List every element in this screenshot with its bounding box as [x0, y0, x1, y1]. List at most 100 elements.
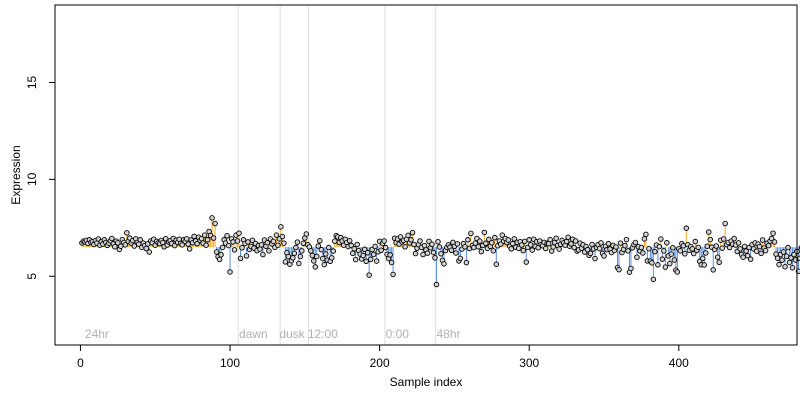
- data-point: [372, 243, 378, 250]
- data-point: [571, 244, 577, 251]
- data-point: [656, 243, 663, 250]
- data-point: [299, 248, 305, 254]
- data-point: [131, 243, 138, 249]
- data-point: [668, 251, 675, 257]
- data-point: [628, 265, 634, 272]
- data-point: [689, 246, 696, 252]
- data-point: [354, 241, 360, 248]
- data-point: [213, 249, 220, 255]
- data-point: [294, 239, 301, 245]
- data-point: [695, 244, 702, 251]
- phase-labels: 24hr dawn dusk 12:00 0:00 48hr: [85, 327, 461, 341]
- data-point: [542, 245, 549, 252]
- data-point: [671, 257, 678, 263]
- x-tick-label: 100: [220, 356, 240, 370]
- data-point: [429, 241, 435, 248]
- data-point: [364, 250, 371, 256]
- data-point: [520, 247, 526, 254]
- data-point: [352, 256, 359, 263]
- data-point: [478, 248, 485, 255]
- data-point: [702, 250, 709, 256]
- data-point: [788, 255, 794, 261]
- x-tick-label: 200: [370, 356, 390, 370]
- data-point: [348, 242, 354, 249]
- data-point: [462, 244, 468, 250]
- data-point: [616, 266, 622, 273]
- data-point: [381, 238, 387, 244]
- data-point: [266, 248, 272, 254]
- data-point: [441, 261, 447, 267]
- data-point: [471, 244, 477, 251]
- data-point: [179, 242, 185, 248]
- data-point: [475, 244, 482, 250]
- data-point: [285, 253, 292, 260]
- data-point: [231, 247, 238, 253]
- data-point: [680, 243, 687, 249]
- data-point: [710, 267, 716, 273]
- data-point: [768, 235, 775, 242]
- data-point: [511, 236, 518, 242]
- data-point: [137, 237, 144, 243]
- data-point: [351, 245, 357, 252]
- data-point: [613, 244, 619, 250]
- data-point: [457, 255, 464, 262]
- data-point: [239, 244, 245, 251]
- data-point: [623, 236, 630, 243]
- data-point: [667, 260, 673, 267]
- data-point: [260, 251, 266, 258]
- data-point: [249, 237, 256, 243]
- phase-label: dawn: [239, 327, 268, 341]
- data-point: [505, 237, 512, 243]
- x-axis: 0 100 200 300 400: [77, 344, 689, 370]
- data-point: [779, 257, 785, 263]
- data-point: [553, 235, 559, 242]
- y-axis: 5 10 15: [25, 75, 56, 280]
- data-point: [719, 245, 725, 251]
- data-point: [659, 256, 666, 262]
- data-point: [191, 233, 197, 240]
- data-point: [281, 240, 287, 246]
- data-point: [435, 238, 441, 245]
- data-point: [722, 220, 728, 227]
- data-point: [194, 240, 200, 247]
- data-point: [366, 272, 372, 278]
- data-point: [279, 233, 286, 240]
- data-point: [529, 247, 535, 253]
- data-point: [735, 240, 742, 246]
- data-point: [492, 234, 498, 241]
- data-point: [143, 245, 150, 252]
- data-point: [741, 243, 748, 250]
- data-point: [780, 249, 787, 255]
- data-point: [308, 248, 314, 254]
- data-point: [493, 261, 500, 267]
- data-point: [634, 254, 640, 260]
- phase-boundary-lines: [237, 5, 437, 345]
- data-point: [321, 261, 328, 268]
- data-point: [432, 255, 438, 261]
- data-point: [330, 248, 337, 254]
- data-point: [230, 239, 236, 245]
- data-point: [112, 244, 118, 250]
- data-point: [291, 250, 298, 257]
- data-point: [758, 250, 764, 257]
- data-point: [315, 243, 322, 249]
- data-point: [649, 260, 655, 266]
- data-point: [490, 248, 497, 254]
- data-point: [183, 236, 190, 242]
- data-point: [417, 238, 423, 244]
- data-point: [568, 241, 574, 247]
- data-point: [486, 236, 492, 243]
- x-tick-label: 0: [77, 356, 84, 370]
- data-point: [682, 251, 688, 257]
- data-point: [438, 251, 444, 257]
- data-point: [412, 250, 419, 257]
- data-point: [756, 243, 763, 250]
- data-point: [658, 236, 664, 242]
- data-point: [405, 232, 411, 239]
- data-point: [762, 247, 769, 254]
- data-point: [397, 234, 404, 240]
- data-point: [691, 250, 697, 257]
- data-point: [747, 256, 754, 262]
- data-point: [186, 246, 193, 252]
- data-point: [409, 229, 416, 236]
